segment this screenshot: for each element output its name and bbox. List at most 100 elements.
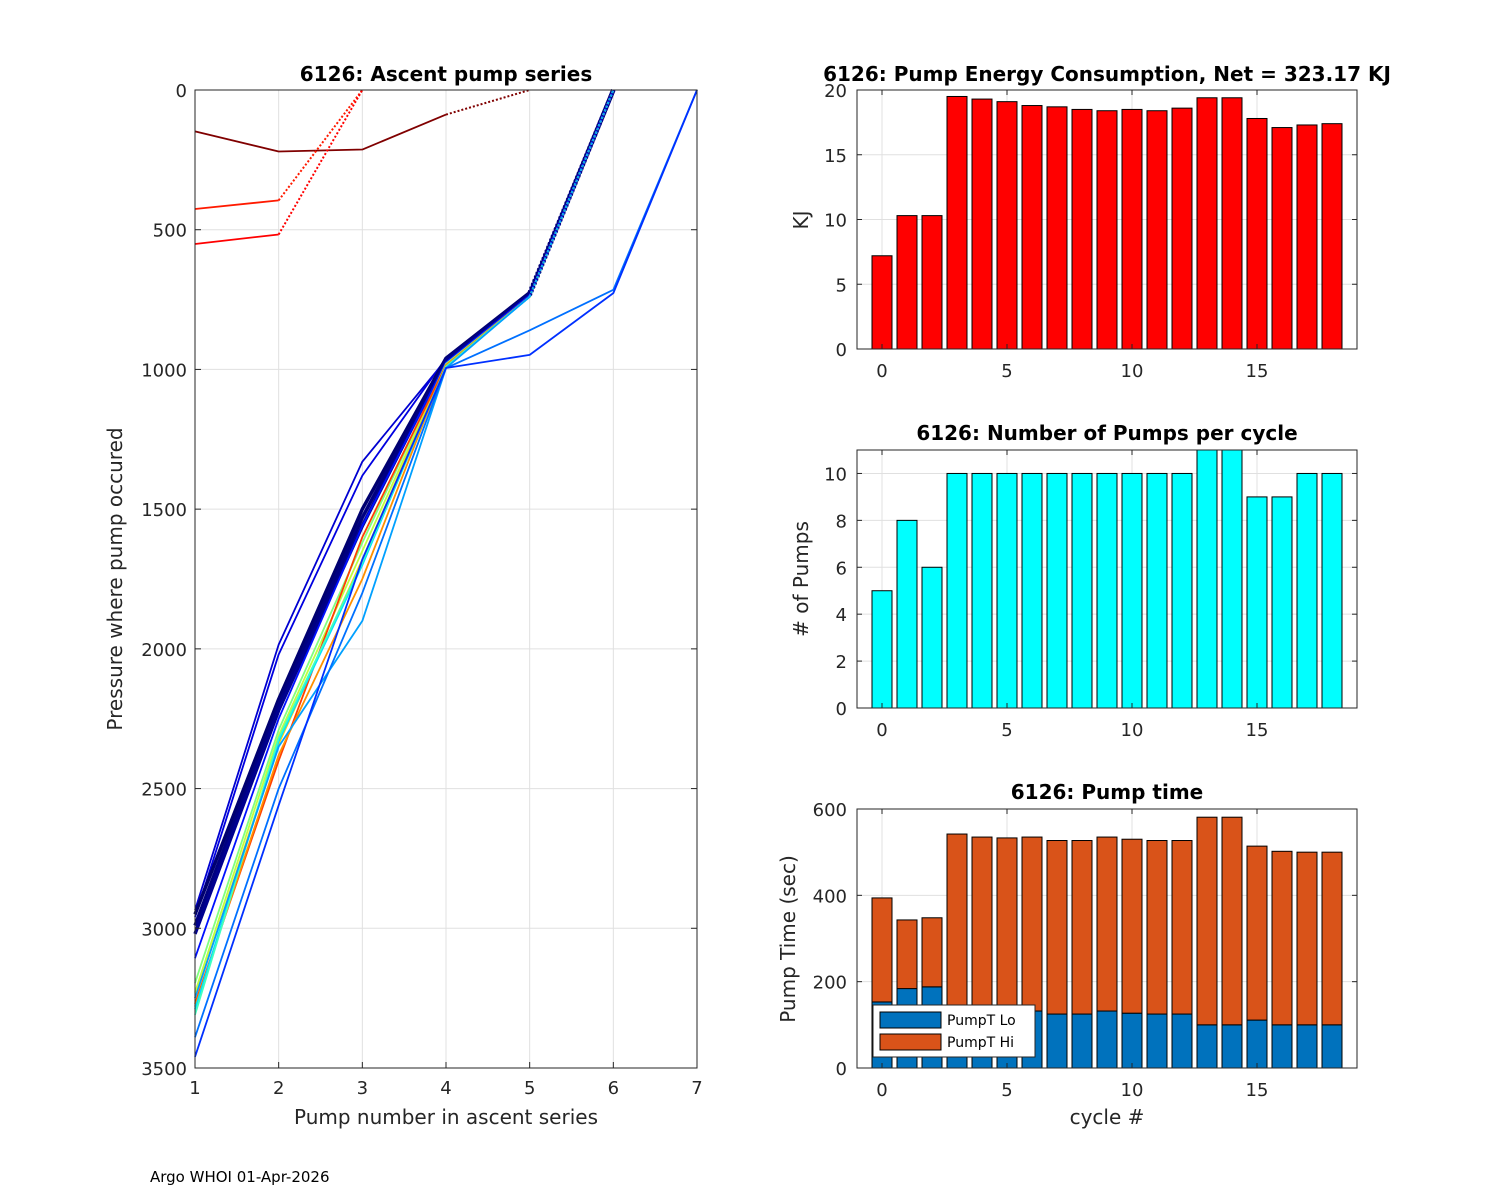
pumptime-bar-pumpt-lo xyxy=(1271,1024,1293,1069)
pumps-bar xyxy=(1146,472,1168,709)
pumps-bar xyxy=(1171,472,1193,709)
ascent-tick-labels: 1 2 3 4 5 6 7 0 500 1000 1500 2000 2500 3000 3500 xyxy=(141,81,703,1099)
pumps-bar xyxy=(1221,449,1243,709)
pump-time-chart: 6126: Pump time 0 5 10 15 0 200 400 600 cycle #… xyxy=(776,780,1358,1129)
ascent-series-tail-cycle-2 xyxy=(277,89,364,235)
ascent-y-tick-label: 2500 xyxy=(141,780,187,801)
pumptime-x-tick-label: 0 xyxy=(876,1080,887,1101)
pumptime-y-tick-label: 0 xyxy=(836,1059,847,1080)
pumps-bar xyxy=(1296,472,1318,709)
energy-bar xyxy=(946,95,968,350)
pumps-axes-box xyxy=(856,449,1358,709)
pumptime-bar-pumpt-hi xyxy=(971,836,993,1013)
energy-bar xyxy=(896,215,918,350)
energy-bar xyxy=(1221,97,1243,350)
pumptime-x-tick-label: 10 xyxy=(1121,1080,1144,1101)
energy-bars xyxy=(871,95,1343,350)
pumps-y-tick-label: 4 xyxy=(836,605,847,626)
energy-x-tick-label: 0 xyxy=(876,361,887,382)
pumps-bar xyxy=(1021,472,1043,709)
energy-bar xyxy=(871,255,893,350)
ascent-series-tail-cycle-6 xyxy=(527,89,616,295)
legend-swatch-pumpt-lo xyxy=(879,1011,942,1029)
pumptime-bar-pumpt-hi xyxy=(921,917,943,988)
pumptime-bar-pumpt-lo xyxy=(1146,1013,1168,1069)
pumps-bar xyxy=(971,472,993,709)
energy-y-tick-label: 20 xyxy=(824,81,847,102)
ascent-series-line-cycle-18 xyxy=(194,89,698,1058)
energy-tick-labels: 0 5 10 15 0 5 10 15 20 xyxy=(824,81,1357,382)
pumptime-legend: PumpT Lo PumpT Hi xyxy=(872,1004,1036,1058)
pumptime-y-tick-label: 200 xyxy=(813,973,847,994)
ascent-series-tail-cycle-0 xyxy=(445,89,530,116)
pumptime-bar-pumpt-hi xyxy=(1096,836,1118,1012)
pumps-y-tick-label: 6 xyxy=(836,558,847,579)
energy-bar xyxy=(1171,107,1193,350)
number-of-pumps-chart: 6126: Number of Pumps per cycle 0 5 10 15 0 2… xyxy=(789,421,1358,741)
ascent-x-tick-label: 1 xyxy=(189,1078,200,1099)
pumps-bar xyxy=(1121,472,1143,709)
energy-bar xyxy=(1146,110,1168,350)
energy-bar xyxy=(1021,105,1043,350)
energy-x-tick-label: 5 xyxy=(1001,361,1012,382)
pumptime-bar-pumpt-hi xyxy=(1196,816,1218,1026)
ascent-series-line-cycle-1 xyxy=(194,199,279,210)
pumptime-y-axis-label: Pump Time (sec) xyxy=(776,855,800,1023)
energy-x-tick-label: 10 xyxy=(1121,361,1144,382)
energy-bar xyxy=(1321,123,1343,350)
ascent-gridlines xyxy=(194,89,698,1069)
pumptime-bar-pumpt-lo xyxy=(1196,1024,1218,1069)
pumps-x-tick-label: 5 xyxy=(1001,720,1012,741)
pumptime-bar-pumpt-hi xyxy=(1296,851,1318,1026)
pumptime-bar-pumpt-hi xyxy=(1121,838,1143,1014)
energy-x-tick-label: 15 xyxy=(1246,361,1269,382)
pumps-y-tick-label: 10 xyxy=(824,464,847,485)
ascent-series-line-cycle-0 xyxy=(194,113,447,153)
pumps-x-tick-label: 10 xyxy=(1121,720,1144,741)
pumptime-x-tick-label: 5 xyxy=(1001,1080,1012,1101)
pumptime-bar-pumpt-lo xyxy=(1121,1012,1143,1069)
ascent-x-tick-label: 7 xyxy=(691,1078,702,1099)
ascent-y-tick-label: 1000 xyxy=(141,360,187,381)
pumptime-bar-pumpt-lo xyxy=(1221,1024,1243,1069)
pumptime-bar-pumpt-lo xyxy=(1246,1019,1268,1069)
ascent-y-tick-label: 1500 xyxy=(141,500,187,521)
pumps-x-tick-label: 15 xyxy=(1246,720,1269,741)
energy-bar xyxy=(1046,106,1068,350)
ascent-y-axis-label: Pressure where pump occured xyxy=(103,427,127,730)
footer-credit: Argo WHOI 01-Apr-2026 xyxy=(150,1168,330,1186)
energy-y-axis-label: KJ xyxy=(789,210,813,229)
pumptime-y-tick-label: 400 xyxy=(813,886,847,907)
ascent-series-lines xyxy=(193,89,698,1058)
pumptime-bar-pumpt-hi xyxy=(946,833,968,1013)
pumps-bars xyxy=(871,449,1343,709)
pumptime-bar-pumpt-lo xyxy=(1046,1013,1068,1069)
pumptime-bar-pumpt-hi xyxy=(896,919,918,990)
energy-y-tick-label: 15 xyxy=(824,146,847,167)
ascent-x-tick-label: 4 xyxy=(440,1078,451,1099)
pumps-bar xyxy=(1271,496,1293,709)
ascent-x-tick-label: 6 xyxy=(608,1078,619,1099)
pumps-y-tick-label: 8 xyxy=(836,511,847,532)
pumps-bar xyxy=(946,472,968,709)
ascent-y-tick-label: 500 xyxy=(153,221,187,242)
ascent-x-tick-label: 3 xyxy=(357,1078,368,1099)
pumps-x-tick-label: 0 xyxy=(876,720,887,741)
legend-label-pumpt-lo: PumpT Lo xyxy=(947,1013,1016,1029)
ascent-series-line-cycle-2 xyxy=(194,233,279,245)
ascent-y-tick-label: 0 xyxy=(176,81,187,102)
pumptime-bar-pumpt-hi xyxy=(1171,840,1193,1015)
energy-bar xyxy=(921,215,943,350)
pumptime-bar-pumpt-hi xyxy=(1246,845,1268,1021)
pumptime-bar-pumpt-hi xyxy=(1271,850,1293,1026)
pumptime-x-axis-label: cycle # xyxy=(1070,1105,1145,1129)
ascent-series-tail-cycle-16 xyxy=(528,89,615,298)
energy-y-tick-label: 0 xyxy=(836,340,847,361)
pumps-bar xyxy=(1046,472,1068,709)
pumptime-bar-pumpt-hi xyxy=(1046,840,1068,1015)
energy-bar xyxy=(1246,117,1268,350)
pumptime-chart-title: 6126: Pump time xyxy=(1011,780,1203,804)
pumptime-bar-pumpt-lo xyxy=(1071,1013,1093,1069)
pumps-bar xyxy=(921,566,943,709)
energy-bar xyxy=(1121,108,1143,350)
